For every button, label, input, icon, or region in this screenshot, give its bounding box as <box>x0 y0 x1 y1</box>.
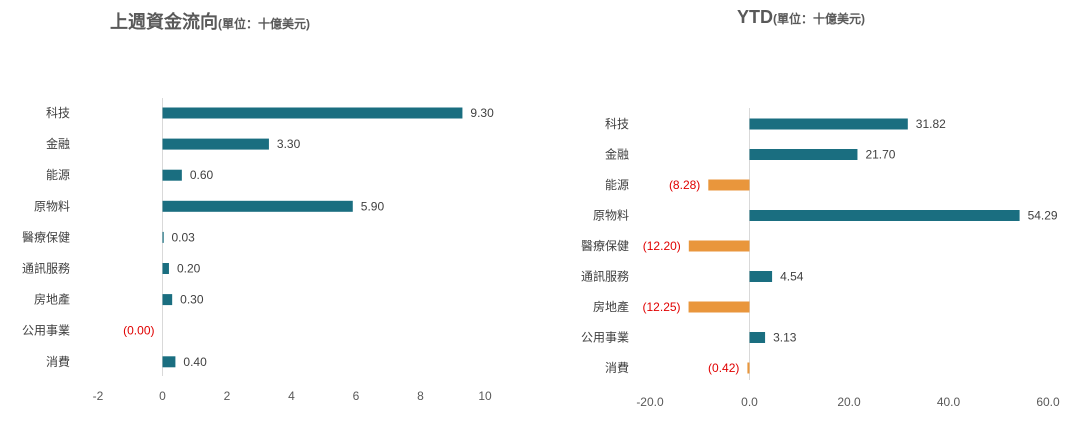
data-label: (8.28) <box>669 178 700 192</box>
category-label: 能源 <box>605 178 629 192</box>
x-tick-label: 40.0 <box>937 395 961 409</box>
data-label: 31.82 <box>916 117 946 131</box>
category-label: 金融 <box>605 147 629 162</box>
data-label: 5.90 <box>361 199 385 213</box>
data-label: (12.20) <box>643 239 681 253</box>
x-tick-label: 0 <box>159 389 166 403</box>
category-label: 醫療保健 <box>22 230 70 244</box>
category-label: 醫療保健 <box>581 239 629 253</box>
bar <box>162 231 164 243</box>
x-tick-label: 2 <box>224 389 231 403</box>
bar <box>747 362 750 374</box>
category-label: 原物料 <box>34 199 70 213</box>
bar <box>708 179 750 191</box>
category-label: 金融 <box>46 136 70 151</box>
chart-title-unit: (單位：十億美元) <box>218 16 310 31</box>
data-label: 3.13 <box>773 331 797 345</box>
bar <box>749 149 858 160</box>
x-tick-label: 0.0 <box>741 395 758 409</box>
x-tick-label: 6 <box>353 389 360 403</box>
x-tick-label: 20.0 <box>837 395 861 409</box>
chart-title-unit: (單位：十億美元) <box>773 11 865 26</box>
bar <box>162 294 173 306</box>
category-label: 房地產 <box>593 299 629 314</box>
category-label: 公用事業 <box>22 324 70 338</box>
bar <box>162 263 169 274</box>
plot-area: 科技 31.82 金融 21.70 能源 (8.28) 原物料 54.29 醫療保健 (12.20… <box>581 108 1060 409</box>
chart-title-main: YTD <box>737 7 773 27</box>
category-label: 消費 <box>46 354 70 369</box>
x-tick-label: -20.0 <box>636 395 664 409</box>
bar <box>749 271 773 282</box>
bar <box>749 118 908 130</box>
plot-area: 科技 9.30 金融 3.30 能源 0.60 原物料 5.90 醫療保健 0.03 通訊服務 0.2… <box>22 98 494 403</box>
data-label: 3.30 <box>277 137 301 151</box>
data-label: 0.60 <box>190 168 214 182</box>
bar <box>688 301 750 313</box>
data-label: 4.54 <box>780 270 804 284</box>
x-tick-label: 10 <box>478 389 492 403</box>
data-label: 54.29 <box>1028 209 1058 223</box>
bar <box>749 210 1020 221</box>
data-label: 0.03 <box>171 230 195 244</box>
bar <box>162 107 463 119</box>
category-label: 公用事業 <box>581 331 629 345</box>
category-label: 能源 <box>46 168 70 182</box>
bar <box>749 332 766 343</box>
category-label: 通訊服務 <box>581 269 629 284</box>
data-label: (0.42) <box>708 361 739 375</box>
chart-ytd-flow: YTD(單位：十億美元) 科技 31.82 金融 21.70 能源 (8.28) 原物料 54… <box>581 7 1060 409</box>
data-label: 0.30 <box>180 293 204 307</box>
category-label: 原物料 <box>593 209 629 223</box>
bar <box>162 138 269 150</box>
category-label: 科技 <box>605 117 629 131</box>
category-label: 通訊服務 <box>22 261 70 276</box>
data-label: (12.25) <box>643 300 681 314</box>
chart-title: 上週資金流向(單位：十億美元) <box>110 11 310 32</box>
bar <box>162 169 182 181</box>
chart-title-main: 上週資金流向 <box>110 11 218 32</box>
bar <box>162 356 176 368</box>
category-label: 消費 <box>605 360 629 375</box>
x-tick-label: 60.0 <box>1036 395 1060 409</box>
x-tick-label: 4 <box>288 389 295 403</box>
data-label: 21.70 <box>865 148 895 162</box>
x-tick-label: -2 <box>93 389 104 403</box>
data-label: 9.30 <box>470 106 494 120</box>
category-label: 科技 <box>46 106 70 120</box>
data-label: (0.00) <box>123 324 154 338</box>
chart-title: YTD(單位：十億美元) <box>737 7 865 27</box>
data-label: 0.40 <box>183 355 207 369</box>
bar <box>162 200 353 212</box>
x-tick-label: 8 <box>417 389 424 403</box>
chart-weekly-flow: 上週資金流向(單位：十億美元) 科技 9.30 金融 3.30 能源 0.60 原物料 5.9… <box>22 11 494 403</box>
category-label: 房地產 <box>34 292 70 307</box>
bar <box>688 240 750 252</box>
data-label: 0.20 <box>177 262 201 276</box>
